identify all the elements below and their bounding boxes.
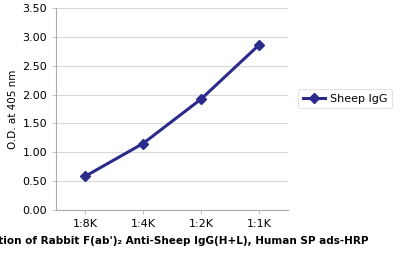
Line: Sheep IgG: Sheep IgG xyxy=(82,41,262,180)
Sheep IgG xyxy=(82,175,87,178)
X-axis label: Dilution of Rabbit F(ab')₂ Anti-Sheep IgG(H+L), Human SP ads-HRP: Dilution of Rabbit F(ab')₂ Anti-Sheep Ig… xyxy=(0,236,369,246)
Legend: Sheep IgG: Sheep IgG xyxy=(298,89,392,108)
Y-axis label: O.D. at 405 nm: O.D. at 405 nm xyxy=(8,69,18,149)
Sheep IgG xyxy=(199,98,204,101)
Sheep IgG xyxy=(141,142,146,145)
Sheep IgG xyxy=(257,43,262,47)
